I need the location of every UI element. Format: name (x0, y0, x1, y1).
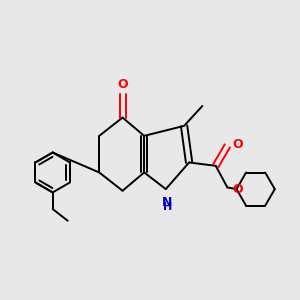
Text: O: O (232, 138, 243, 151)
Text: O: O (117, 78, 128, 91)
Text: N: N (162, 196, 173, 209)
Text: H: H (163, 202, 172, 212)
Text: O: O (232, 183, 243, 196)
